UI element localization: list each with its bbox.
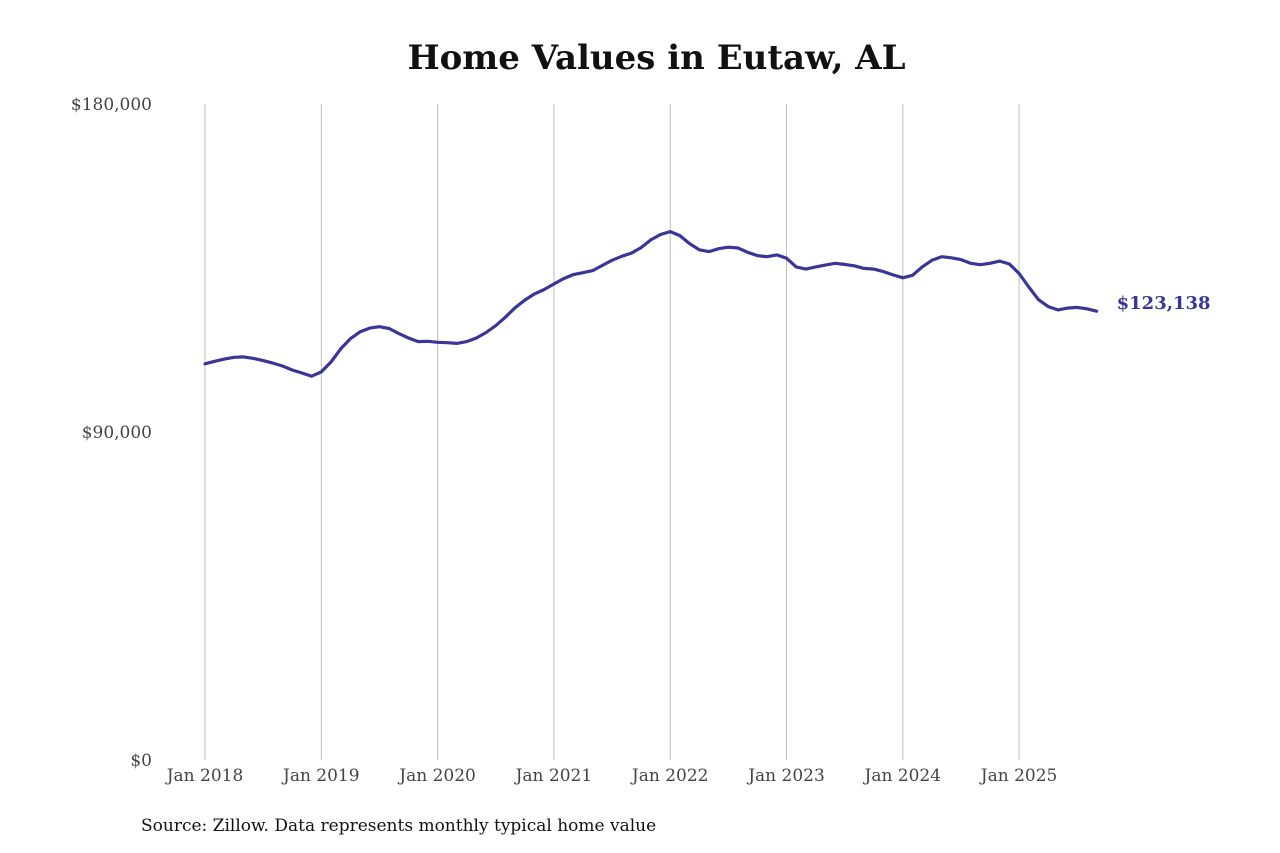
chart-title: Home Values in Eutaw, AL	[407, 38, 906, 78]
x-tick-label: Jan 2018	[165, 766, 244, 786]
x-tick-label: Jan 2024	[863, 766, 942, 786]
x-tick-label: Jan 2019	[281, 766, 360, 786]
y-axis-tick-labels: $0 $90,000 $180,000	[71, 95, 152, 771]
x-axis-tick-labels: Jan 2018 Jan 2019 Jan 2020 Jan 2021 Jan 2022…	[165, 766, 1058, 786]
series-line-home-value	[203, 230, 1099, 378]
x-tick-label: Jan 2020	[397, 766, 476, 786]
gridlines	[204, 104, 1020, 760]
end-value-label: $123,138	[1117, 293, 1211, 314]
x-tick-label: Jan 2021	[514, 766, 593, 786]
x-tick-label: Jan 2023	[746, 766, 825, 786]
y-tick-label: $180,000	[71, 95, 152, 115]
x-tick-label: Jan 2022	[630, 766, 709, 786]
y-tick-label: $90,000	[82, 423, 152, 443]
y-tick-label: $0	[130, 751, 152, 771]
source-note: Source: Zillow. Data represents monthly …	[141, 816, 657, 836]
x-tick-label: Jan 2025	[979, 766, 1058, 786]
